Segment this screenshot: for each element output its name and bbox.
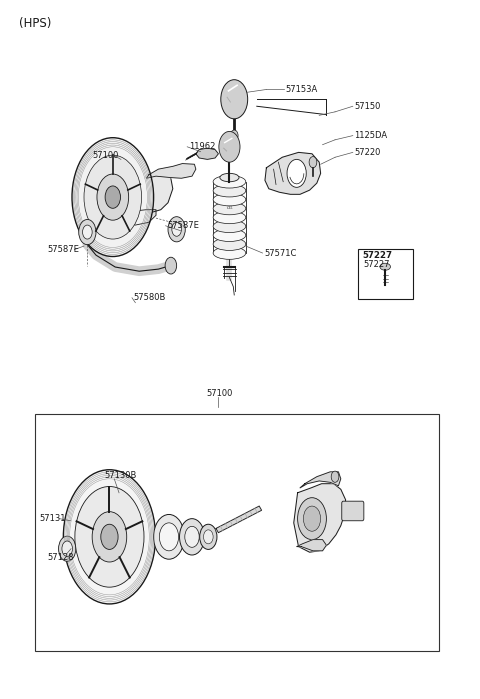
Ellipse shape <box>213 229 246 242</box>
Text: 57580B: 57580B <box>133 294 166 302</box>
Circle shape <box>221 80 248 119</box>
Circle shape <box>204 530 213 544</box>
Text: (HPS): (HPS) <box>19 17 51 31</box>
Text: 57100: 57100 <box>92 151 119 159</box>
Circle shape <box>75 487 144 587</box>
Text: 1125DA: 1125DA <box>354 131 387 140</box>
FancyBboxPatch shape <box>342 501 364 521</box>
Circle shape <box>219 131 240 162</box>
Circle shape <box>331 471 339 482</box>
Circle shape <box>63 470 156 604</box>
Circle shape <box>200 524 217 549</box>
Text: 57227: 57227 <box>362 252 393 260</box>
Polygon shape <box>119 210 156 225</box>
Polygon shape <box>300 472 341 488</box>
Ellipse shape <box>213 185 246 197</box>
Circle shape <box>83 225 92 239</box>
Circle shape <box>165 257 177 274</box>
Ellipse shape <box>213 247 246 259</box>
Circle shape <box>72 138 154 257</box>
Ellipse shape <box>380 264 391 271</box>
Polygon shape <box>216 506 262 533</box>
Text: 57131: 57131 <box>39 514 66 523</box>
Circle shape <box>287 159 306 187</box>
Text: 57153A: 57153A <box>286 85 318 94</box>
Text: 57587E: 57587E <box>47 245 79 254</box>
Text: 57571C: 57571C <box>264 249 296 257</box>
Polygon shape <box>297 540 326 551</box>
Ellipse shape <box>213 238 246 250</box>
Ellipse shape <box>213 175 246 188</box>
Circle shape <box>168 217 185 242</box>
Circle shape <box>159 523 179 551</box>
Circle shape <box>59 536 76 561</box>
Circle shape <box>62 541 72 556</box>
Ellipse shape <box>213 220 246 233</box>
Ellipse shape <box>213 194 246 206</box>
Text: 57587E: 57587E <box>167 222 199 230</box>
Circle shape <box>79 219 96 245</box>
Circle shape <box>97 174 129 220</box>
Circle shape <box>230 130 238 141</box>
Circle shape <box>154 514 184 559</box>
Text: 57130B: 57130B <box>105 471 137 480</box>
Circle shape <box>309 157 317 168</box>
Ellipse shape <box>213 202 246 215</box>
Polygon shape <box>133 173 173 212</box>
Ellipse shape <box>213 211 246 224</box>
Bar <box>35 414 439 651</box>
Circle shape <box>180 519 204 555</box>
Circle shape <box>84 155 142 239</box>
Circle shape <box>101 524 118 549</box>
Circle shape <box>185 526 199 547</box>
Bar <box>358 249 413 299</box>
Text: 11962: 11962 <box>189 143 215 151</box>
Circle shape <box>105 186 120 208</box>
Circle shape <box>172 222 181 236</box>
Text: 57150: 57150 <box>354 102 381 110</box>
Polygon shape <box>146 164 196 178</box>
Polygon shape <box>294 484 346 552</box>
Text: 57128: 57128 <box>47 554 73 562</box>
Text: OIL: OIL <box>227 206 234 210</box>
Ellipse shape <box>220 173 239 182</box>
Text: 57220: 57220 <box>354 148 381 157</box>
Polygon shape <box>265 152 321 194</box>
Circle shape <box>303 506 321 531</box>
Text: 57227: 57227 <box>363 260 389 268</box>
Polygon shape <box>196 148 218 159</box>
Text: 57100: 57100 <box>206 389 233 398</box>
Circle shape <box>92 512 127 562</box>
Circle shape <box>298 498 326 540</box>
